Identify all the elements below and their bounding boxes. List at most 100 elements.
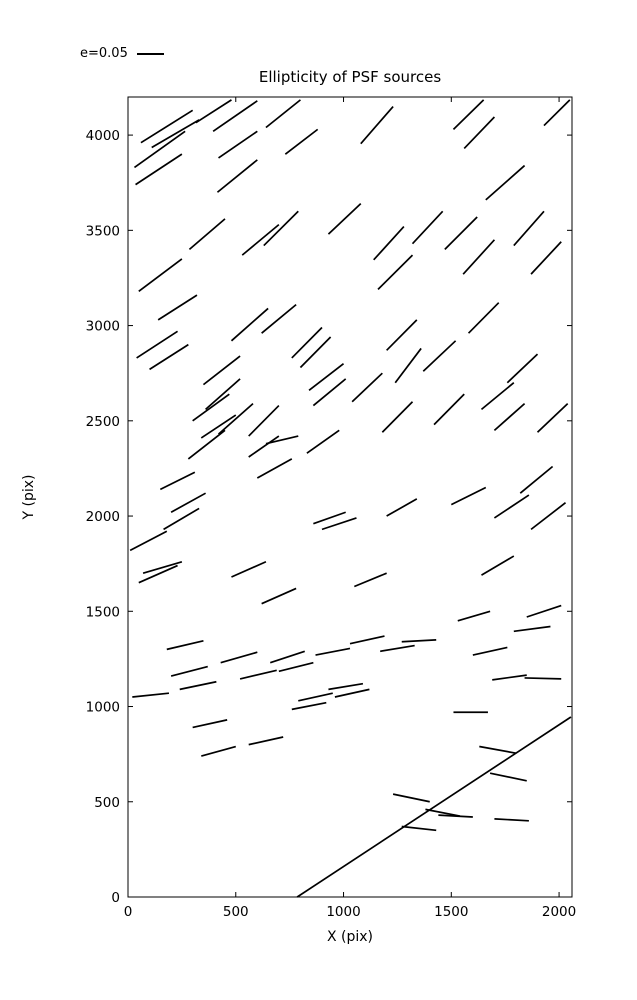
whisker-segment bbox=[493, 403, 526, 431]
x-axis-ticks: 0 500 1000 1500 2000 bbox=[124, 97, 576, 920]
whisker-segment bbox=[506, 353, 539, 384]
whisker-segment bbox=[328, 682, 364, 691]
whisker-segment bbox=[349, 635, 385, 645]
whisker-segment bbox=[457, 610, 491, 622]
whisker-segment bbox=[163, 507, 200, 531]
whisker-segment bbox=[291, 701, 327, 711]
whisker-segment bbox=[351, 372, 383, 403]
whisker-segment bbox=[530, 241, 562, 275]
whisker-segment bbox=[321, 517, 357, 531]
whisker-segment bbox=[485, 164, 526, 201]
whisker-segment bbox=[493, 494, 530, 519]
whisker-segment bbox=[463, 116, 496, 150]
whisker-segment bbox=[450, 486, 487, 506]
whisker-segment bbox=[248, 435, 280, 458]
whisker-segment bbox=[284, 128, 319, 155]
legend-label: e=0.05 bbox=[80, 46, 128, 61]
whisker-segment bbox=[480, 382, 515, 411]
x-tick-label: 0 bbox=[124, 904, 133, 920]
whisker-segment bbox=[265, 99, 301, 129]
whisker-segment bbox=[315, 647, 351, 656]
whisker-segment bbox=[166, 639, 204, 651]
whisker-segment bbox=[269, 650, 306, 664]
whisker-segment bbox=[386, 319, 418, 351]
whisker-segment bbox=[195, 99, 232, 124]
whisker-segment bbox=[261, 587, 297, 605]
whisker-segment bbox=[187, 429, 226, 460]
whisker-segment bbox=[217, 403, 254, 435]
whisker-segment bbox=[202, 355, 241, 386]
whisker-segment bbox=[494, 818, 529, 822]
whisker-segment bbox=[462, 239, 496, 275]
whisker-segment bbox=[422, 340, 457, 372]
whisker-segment bbox=[192, 393, 230, 422]
whisker-segment bbox=[239, 669, 277, 680]
whisker-segment bbox=[401, 639, 437, 643]
whisker-segment bbox=[205, 378, 241, 411]
whisker-segment bbox=[353, 572, 387, 588]
whisker-segment bbox=[306, 429, 340, 454]
whisker-segment bbox=[298, 692, 333, 702]
whisker-segment bbox=[265, 435, 299, 445]
whisker-segment bbox=[519, 465, 554, 494]
whisker-segment bbox=[170, 492, 207, 513]
whisker-segment bbox=[200, 414, 237, 439]
whisker-segment bbox=[526, 604, 562, 618]
y-axis-label: Y (pix) bbox=[21, 475, 37, 521]
whisker-segment bbox=[536, 403, 569, 433]
whisker-segment bbox=[140, 109, 194, 144]
whisker-segment bbox=[380, 644, 415, 653]
x-tick-label: 2000 bbox=[542, 904, 576, 920]
whisker-segment bbox=[157, 294, 198, 321]
y-tick-label: 3000 bbox=[86, 319, 120, 335]
y-tick-label: 3500 bbox=[86, 223, 120, 239]
whisker-segment bbox=[179, 680, 217, 691]
y-tick-label: 4000 bbox=[86, 128, 120, 144]
whisker-segment bbox=[377, 254, 414, 290]
whisker-segment bbox=[248, 404, 280, 437]
whisker-segment bbox=[129, 530, 168, 552]
whisker-segment bbox=[401, 825, 437, 832]
x-tick-label: 500 bbox=[223, 904, 249, 920]
whisker-segment bbox=[392, 793, 430, 803]
whisker-series bbox=[129, 99, 572, 898]
whisker-segment bbox=[218, 130, 258, 159]
whisker-segment bbox=[299, 336, 332, 369]
whisker-segment bbox=[149, 343, 189, 371]
whisker-segment bbox=[133, 130, 186, 169]
whisker-segment bbox=[411, 210, 444, 245]
whisker-segment bbox=[256, 458, 293, 479]
x-axis-label: X (pix) bbox=[327, 929, 373, 945]
y-tick-label: 2500 bbox=[86, 414, 120, 430]
whisker-segment bbox=[334, 688, 370, 698]
whisker-segment bbox=[530, 502, 567, 531]
whisker-segment bbox=[492, 674, 527, 681]
y-tick-label: 1500 bbox=[86, 604, 120, 620]
whisker-segment bbox=[135, 153, 183, 186]
whisker-segment bbox=[373, 225, 405, 261]
whisker-segment bbox=[230, 307, 269, 342]
whisker-segment bbox=[216, 159, 258, 193]
whisker-segment bbox=[360, 105, 394, 145]
whisker-segment bbox=[138, 258, 183, 292]
whisker-segment bbox=[481, 555, 515, 576]
whisker-segment bbox=[312, 378, 347, 407]
whisker-segment bbox=[192, 719, 228, 729]
whisker-segment bbox=[327, 203, 362, 235]
whisker-segment bbox=[231, 560, 267, 578]
y-tick-label: 1000 bbox=[86, 700, 120, 716]
whisker-segment bbox=[188, 218, 226, 251]
whisker-segment bbox=[479, 745, 517, 755]
whisker-segment bbox=[381, 401, 414, 433]
axes-frame bbox=[127, 96, 573, 898]
whisker-segment bbox=[425, 808, 461, 817]
x-tick-label: 1500 bbox=[434, 904, 468, 920]
whisker-segment bbox=[313, 511, 346, 525]
whisker-segment bbox=[248, 736, 284, 746]
whisker-segment bbox=[467, 302, 500, 334]
ellipticity-scale-legend: e=0.05 bbox=[80, 47, 164, 60]
whisker-segment bbox=[278, 661, 314, 673]
whisker-segment bbox=[308, 362, 345, 392]
whisker-segment bbox=[159, 471, 196, 491]
